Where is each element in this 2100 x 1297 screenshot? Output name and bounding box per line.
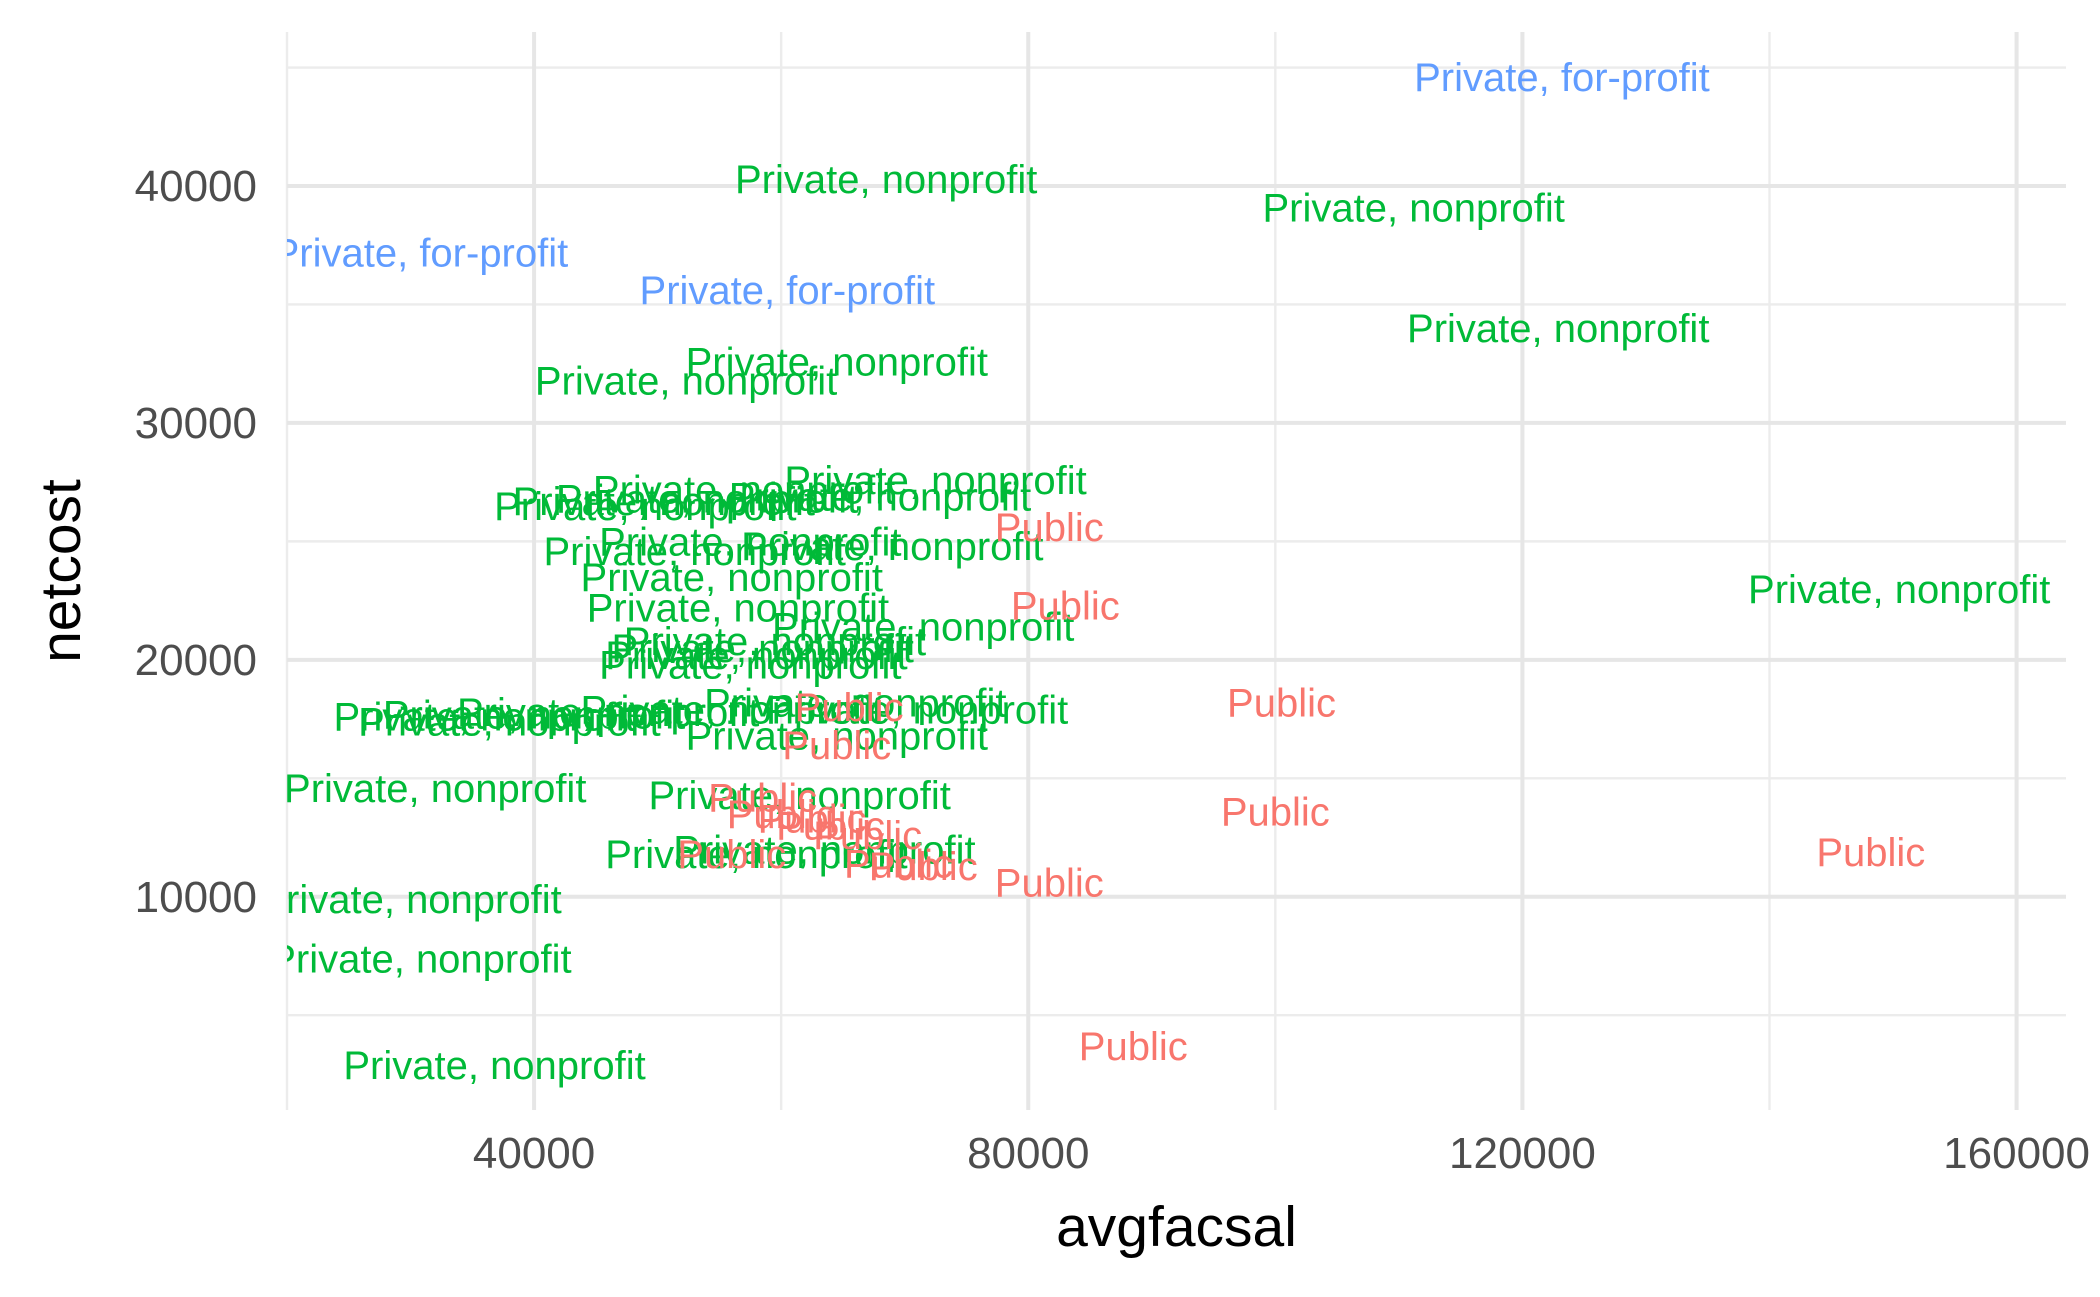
x-axis-ticks: 40000 80000 120000 160000 bbox=[473, 1129, 2090, 1178]
point-label: Private, nonprofit bbox=[611, 627, 913, 671]
x-tick-label: 120000 bbox=[1449, 1129, 1596, 1178]
point-label: Private, nonprofit bbox=[593, 468, 895, 512]
point-label: Private, nonprofit bbox=[383, 693, 685, 737]
y-tick-label: 40000 bbox=[135, 162, 257, 211]
point-label: Private, nonprofit bbox=[605, 833, 907, 877]
point-label: Private, nonprofit bbox=[581, 556, 883, 600]
x-axis-title: avgfacsal bbox=[1056, 1195, 1297, 1259]
point-label: Public bbox=[995, 862, 1104, 906]
x-tick-label: 160000 bbox=[1943, 1129, 2090, 1178]
y-tick-label: 30000 bbox=[135, 399, 257, 448]
x-tick-label: 40000 bbox=[473, 1129, 595, 1178]
point-label: Private, nonprofit bbox=[513, 480, 815, 524]
point-label: Private, nonprofit bbox=[1748, 568, 2050, 612]
point-label: Private, nonprofit bbox=[729, 475, 1031, 519]
point-label: Private, for-profit bbox=[273, 231, 569, 275]
point-label: Private, for-profit bbox=[640, 269, 936, 313]
point-label: Public bbox=[844, 843, 953, 887]
point-label: Private, nonprofit bbox=[1263, 186, 1565, 230]
point-label: Public bbox=[1079, 1025, 1188, 1069]
point-label: Private, nonprofit bbox=[556, 478, 858, 522]
point-label: Private, nonprofit bbox=[269, 937, 571, 981]
x-tick-label: 80000 bbox=[967, 1129, 1089, 1178]
grid-lines bbox=[285, 32, 2066, 1110]
point-label: Public bbox=[995, 506, 1104, 550]
point-label: Public bbox=[758, 798, 867, 842]
point-label: Public bbox=[795, 686, 904, 730]
point-label: Public bbox=[1221, 790, 1330, 834]
point-label: Private, nonprofit bbox=[284, 767, 586, 811]
point-label: Private, nonprofit bbox=[741, 525, 1043, 569]
point-label: Private, for-profit bbox=[1414, 56, 1710, 100]
point-label: Private, nonprofit bbox=[599, 644, 901, 688]
point-label: Public bbox=[813, 814, 922, 858]
point-label: Public bbox=[727, 793, 836, 837]
point-label: Public bbox=[776, 805, 885, 849]
point-label: Private, nonprofit bbox=[457, 691, 759, 735]
point-label: Public bbox=[1816, 831, 1925, 875]
point-label: Private, nonprofit bbox=[543, 530, 845, 574]
point-label: Private, nonprofit bbox=[605, 634, 907, 678]
point-label: Public bbox=[1011, 584, 1120, 628]
point-label: Private, nonprofit bbox=[494, 485, 796, 529]
point-label: Private, nonprofit bbox=[624, 620, 926, 664]
y-axis-ticks: 10000 20000 30000 40000 bbox=[135, 162, 257, 922]
point-label: Private, nonprofit bbox=[358, 700, 660, 744]
data-labels: Private, for-profit Private, for-profit Pr… bbox=[259, 56, 2050, 1088]
point-label: Private, nonprofit bbox=[343, 1044, 645, 1088]
point-label: Public bbox=[677, 833, 786, 877]
point-label: Private, nonprofit bbox=[587, 587, 889, 631]
point-label: Private, nonprofit bbox=[686, 715, 988, 759]
point-label: Private, nonprofit bbox=[1407, 307, 1709, 351]
point-label: Private, nonprofit bbox=[784, 459, 1086, 503]
point-label: Public bbox=[1227, 681, 1336, 725]
point-label: Public bbox=[869, 845, 978, 889]
y-tick-label: 10000 bbox=[135, 873, 257, 922]
point-label: Private, nonprofit bbox=[772, 606, 1074, 650]
point-label: Private, nonprofit bbox=[735, 158, 1037, 202]
point-label: Private, nonprofit bbox=[704, 681, 1006, 725]
y-tick-label: 20000 bbox=[135, 636, 257, 685]
point-label: Private, nonprofit bbox=[686, 340, 988, 384]
point-label: Private, nonprofit bbox=[535, 359, 837, 403]
y-axis-title: netcost bbox=[29, 479, 93, 663]
point-label: Private, nonprofit bbox=[333, 696, 635, 740]
point-label: Public bbox=[708, 776, 817, 820]
plot-area: Private, for-profit Private, for-profit Pr… bbox=[259, 56, 2050, 1088]
point-label: Private, nonprofit bbox=[599, 520, 901, 564]
point-label: Private, nonprofit bbox=[766, 689, 1068, 733]
point-label: Private, nonprofit bbox=[649, 774, 951, 818]
point-label: Private, nonprofit bbox=[673, 828, 975, 872]
point-label: Private, nonprofit bbox=[581, 689, 883, 733]
point-label: Private, nonprofit bbox=[259, 878, 561, 922]
point-label: Public bbox=[782, 724, 891, 768]
